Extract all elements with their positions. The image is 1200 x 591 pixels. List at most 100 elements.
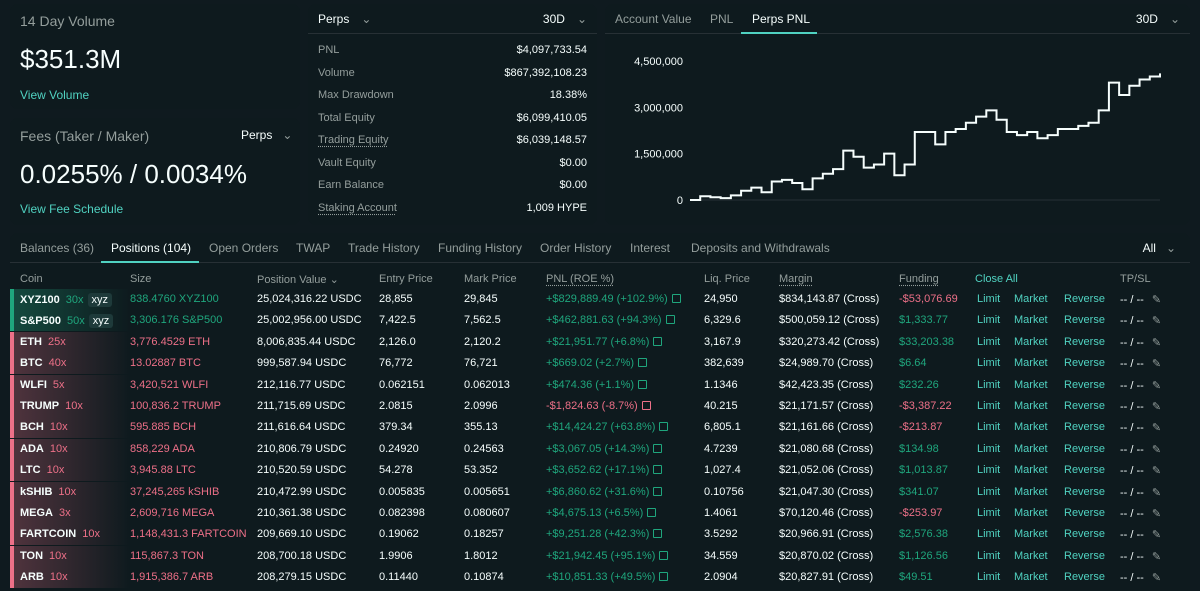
tab-deposits-withdrawals[interactable]: Deposits and Withdrawals: [691, 241, 830, 255]
limit-close-button[interactable]: Limit: [977, 314, 1001, 327]
col-margin[interactable]: Margin: [779, 273, 813, 285]
coin-cell[interactable]: BTC 40x: [20, 357, 66, 369]
pencil-icon[interactable]: ✎: [1151, 465, 1162, 478]
col-funding[interactable]: Funding: [899, 273, 939, 285]
pencil-icon[interactable]: ✎: [1151, 529, 1162, 542]
coin-cell[interactable]: MEGA 3x: [20, 507, 71, 519]
table-row[interactable]: BTC 40x 13.02887 BTC 999,587.94 USDC 76,772 7…: [10, 353, 1190, 375]
pencil-icon[interactable]: ✎: [1151, 550, 1162, 563]
reverse-button[interactable]: Reverse: [1064, 442, 1105, 455]
limit-close-button[interactable]: Limit: [977, 378, 1001, 391]
external-link-icon[interactable]: [647, 508, 657, 517]
coin-cell[interactable]: kSHIB 10x: [20, 486, 76, 498]
tab-order-history[interactable]: Order History: [540, 241, 612, 255]
limit-close-button[interactable]: Limit: [977, 335, 1001, 348]
reverse-button[interactable]: Reverse: [1064, 571, 1105, 584]
pencil-icon[interactable]: ✎: [1151, 336, 1162, 349]
tab-positions[interactable]: Positions (104): [111, 241, 192, 255]
market-close-button[interactable]: Market: [1014, 421, 1048, 434]
pencil-icon[interactable]: ✎: [1151, 315, 1162, 328]
external-link-icon[interactable]: [653, 486, 663, 496]
pencil-icon[interactable]: ✎: [1151, 358, 1162, 371]
limit-close-button[interactable]: Limit: [977, 357, 1001, 370]
coin-cell[interactable]: TRUMP 10x: [20, 400, 83, 412]
reverse-button[interactable]: Reverse: [1064, 421, 1105, 434]
reverse-button[interactable]: Reverse: [1064, 357, 1105, 370]
coin-cell[interactable]: S&P500 50x xyz: [20, 314, 114, 329]
limit-close-button[interactable]: Limit: [977, 400, 1001, 412]
limit-close-button[interactable]: Limit: [977, 507, 1001, 519]
external-link-icon[interactable]: [638, 358, 648, 368]
market-close-button[interactable]: Market: [1014, 335, 1048, 348]
stats-market-select[interactable]: Perps ⌄: [318, 12, 371, 26]
market-close-button[interactable]: Market: [1014, 378, 1048, 391]
reverse-button[interactable]: Reverse: [1064, 485, 1105, 498]
reverse-button[interactable]: Reverse: [1064, 314, 1105, 327]
reverse-button[interactable]: Reverse: [1064, 507, 1105, 519]
table-row[interactable]: XYZ100 30x xyz 838.4760 XYZ100 25,024,316.22…: [10, 289, 1190, 310]
tab-interest[interactable]: Interest: [630, 241, 671, 255]
market-close-button[interactable]: Market: [1014, 571, 1048, 584]
tab-trade-history[interactable]: Trade History: [348, 241, 420, 255]
chart-range-select[interactable]: 30D ⌄: [1136, 12, 1180, 26]
limit-close-button[interactable]: Limit: [977, 571, 1001, 584]
reverse-button[interactable]: Reverse: [1064, 335, 1105, 348]
market-close-button[interactable]: Market: [1014, 549, 1048, 562]
market-close-button[interactable]: Market: [1014, 357, 1048, 370]
external-link-icon[interactable]: [653, 465, 663, 475]
tab-pnl[interactable]: PNL: [710, 12, 734, 26]
market-close-button[interactable]: Market: [1014, 485, 1048, 498]
tab-balances[interactable]: Balances (36): [20, 241, 95, 255]
limit-close-button[interactable]: Limit: [977, 293, 1001, 305]
coin-cell[interactable]: ADA 10x: [20, 443, 68, 455]
external-link-icon[interactable]: [665, 315, 675, 325]
reverse-button[interactable]: Reverse: [1064, 528, 1105, 541]
limit-close-button[interactable]: Limit: [977, 442, 1001, 455]
coin-cell[interactable]: LTC 10x: [20, 464, 64, 476]
limit-close-button[interactable]: Limit: [977, 549, 1001, 562]
pencil-icon[interactable]: ✎: [1151, 422, 1162, 435]
limit-close-button[interactable]: Limit: [977, 464, 1001, 477]
col-size[interactable]: Size: [130, 273, 152, 285]
coin-cell[interactable]: TON 10x: [20, 550, 67, 562]
external-link-icon[interactable]: [653, 529, 663, 539]
pencil-icon[interactable]: ✎: [1151, 379, 1162, 392]
table-row[interactable]: TON 10x 115,867.3 TON 208,700.18 USDC 1.9906…: [10, 545, 1190, 567]
coin-cell[interactable]: ETH 25x: [20, 336, 66, 348]
pencil-icon[interactable]: ✎: [1151, 572, 1162, 585]
close-all-button[interactable]: Close All: [975, 273, 1018, 285]
pencil-icon[interactable]: ✎: [1151, 443, 1162, 456]
table-row[interactable]: S&P500 50x xyz 3,306.176 S&P500 25,002,956.0…: [10, 310, 1190, 332]
table-row[interactable]: FARTCOIN 10x 1,148,431.3 FARTCOIN 209,669.1…: [10, 524, 1190, 546]
external-link-icon[interactable]: [638, 379, 648, 389]
stat-label[interactable]: Trading Equity: [318, 134, 389, 146]
table-row[interactable]: kSHIB 10x 37,245,265 kSHIB 210,472.99 USDC 0…: [10, 481, 1190, 503]
tab-twap[interactable]: TWAP: [296, 241, 331, 255]
col-pnl[interactable]: PNL (ROE %): [546, 273, 615, 285]
table-row[interactable]: LTC 10x 3,945.88 LTC 210,520.59 USDC 54.278 5…: [10, 460, 1190, 482]
external-link-icon[interactable]: [671, 294, 681, 303]
coin-cell[interactable]: FARTCOIN 10x: [20, 528, 100, 540]
col-coin[interactable]: Coin: [20, 273, 43, 285]
limit-close-button[interactable]: Limit: [977, 528, 1001, 541]
coin-cell[interactable]: WLFI 5x: [20, 379, 65, 391]
pencil-icon[interactable]: ✎: [1151, 486, 1162, 499]
limit-close-button[interactable]: Limit: [977, 485, 1001, 498]
table-row[interactable]: ADA 10x 858,229 ADA 210,806.79 USDC 0.24920 0…: [10, 438, 1190, 460]
stats-range-select[interactable]: 30D ⌄: [543, 12, 587, 26]
tab-account-value[interactable]: Account Value: [615, 12, 692, 26]
market-close-button[interactable]: Market: [1014, 400, 1048, 412]
col-liq-price[interactable]: Liq. Price: [704, 273, 750, 285]
market-close-button[interactable]: Market: [1014, 464, 1048, 477]
market-close-button[interactable]: Market: [1014, 442, 1048, 455]
table-row[interactable]: MEGA 3x 2,609,716 MEGA 210,361.38 USDC 0.082…: [10, 503, 1190, 524]
tab-perps-pnl[interactable]: Perps PNL: [752, 12, 811, 26]
external-link-icon[interactable]: [641, 401, 651, 410]
external-link-icon[interactable]: [653, 443, 663, 453]
view-fee-schedule-link[interactable]: View Fee Schedule: [20, 202, 124, 216]
external-link-icon[interactable]: [653, 336, 663, 346]
col-entry-price[interactable]: Entry Price: [379, 273, 433, 285]
table-row[interactable]: WLFI 5x 3,420,521 WLFI 212,116.77 USDC 0.062…: [10, 374, 1190, 396]
coin-cell[interactable]: ARB 10x: [20, 571, 68, 583]
table-row[interactable]: TRUMP 10x 100,836.2 TRUMP 211,715.69 USDC 2.…: [10, 396, 1190, 417]
